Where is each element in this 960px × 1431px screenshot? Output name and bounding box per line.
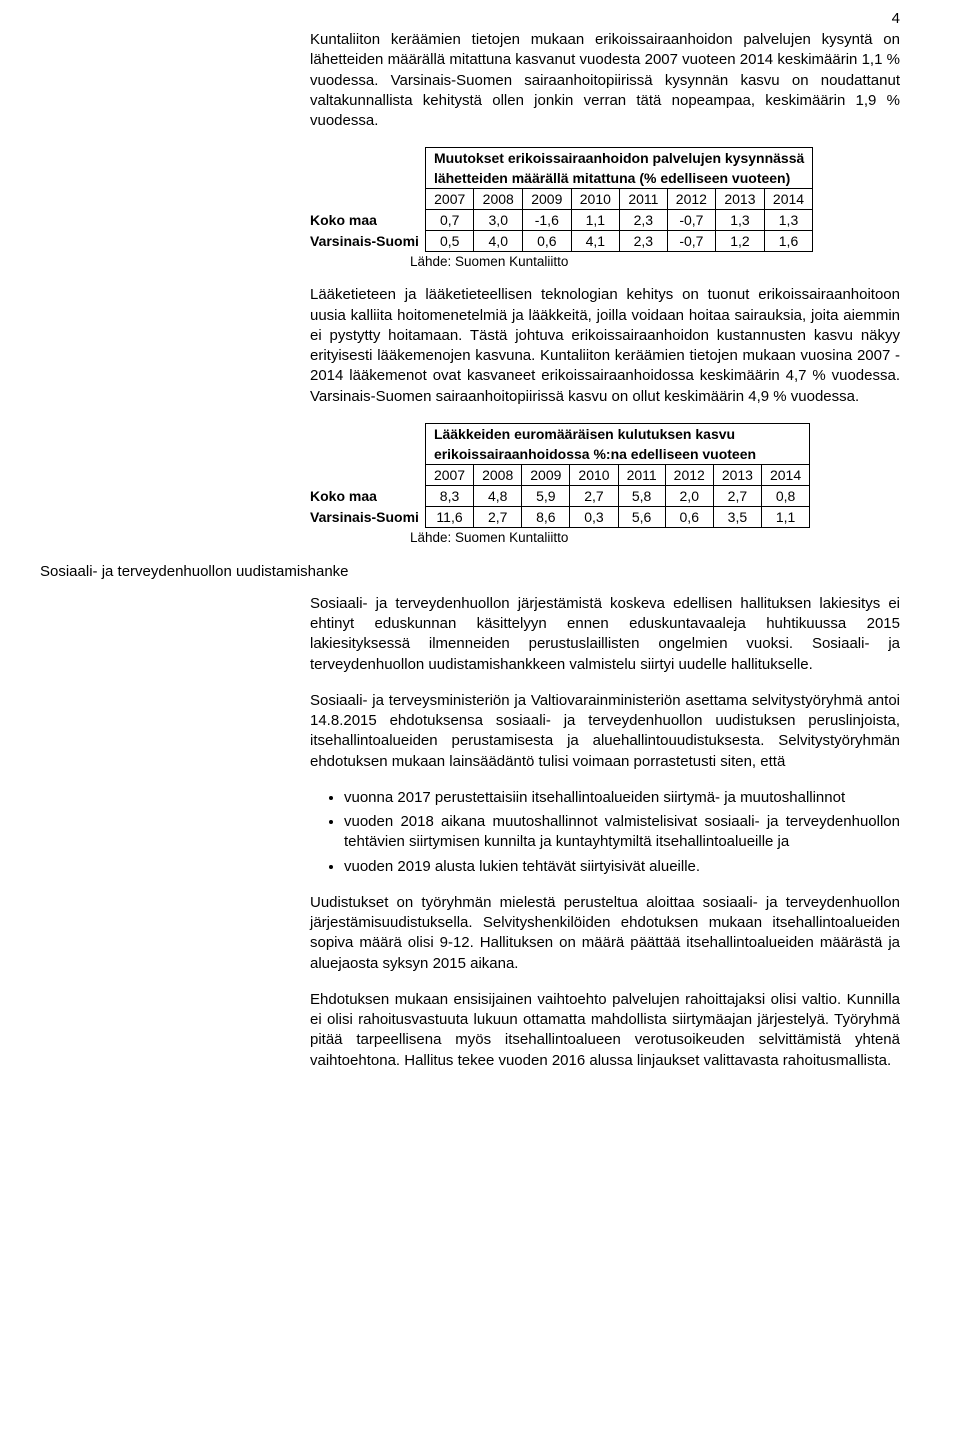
year-cell: 2008: [474, 189, 523, 210]
page-number: 4: [892, 10, 900, 27]
data-cell: 1,3: [764, 210, 813, 231]
table1-title: Muutokset erikoissairaanhoidon palveluje…: [425, 148, 812, 169]
data-cell: 2,7: [570, 485, 618, 506]
table2-source: Lähde: Suomen Kuntaliitto: [410, 530, 900, 545]
year-cell: 2007: [425, 464, 473, 485]
list-item: vuoden 2019 alusta lukien tehtävät siirt…: [344, 857, 900, 877]
table-row: Varsinais-Suomi 11,6 2,7 8,6 0,3 5,6 0,6…: [310, 506, 810, 527]
data-cell: 4,8: [474, 485, 522, 506]
paragraph-4: Sosiaali- ja terveysministeriön ja Valti…: [310, 691, 900, 772]
data-cell: 2,7: [474, 506, 522, 527]
year-cell: 2014: [761, 464, 809, 485]
data-cell: 5,6: [618, 506, 665, 527]
data-cell: 11,6: [425, 506, 473, 527]
data-cell: 1,1: [571, 210, 620, 231]
data-cell: -0,7: [667, 210, 716, 231]
data-cell: 0,7: [425, 210, 474, 231]
table-row: Varsinais-Suomi 0,5 4,0 0,6 4,1 2,3 -0,7…: [310, 231, 813, 252]
paragraph-5: Uudistukset on työryhmän mielestä perust…: [310, 893, 900, 974]
data-cell: 1,6: [764, 231, 813, 252]
data-cell: 0,5: [425, 231, 474, 252]
data-cell: 3,5: [713, 506, 761, 527]
data-cell: 4,1: [571, 231, 620, 252]
data-cell: 8,3: [425, 485, 473, 506]
data-cell: 1,3: [716, 210, 765, 231]
row-label: Varsinais-Suomi: [310, 506, 425, 527]
paragraph-3: Sosiaali- ja terveydenhuollon järjestämi…: [310, 594, 900, 675]
year-cell: 2012: [665, 464, 713, 485]
table-row: Koko maa 0,7 3,0 -1,6 1,1 2,3 -0,7 1,3 1…: [310, 210, 813, 231]
list-item: vuoden 2018 aikana muutoshallinnot valmi…: [344, 812, 900, 853]
year-cell: 2013: [716, 189, 765, 210]
year-cell: 2013: [713, 464, 761, 485]
content-column: Kuntaliiton keräämien tietojen mukaan er…: [310, 30, 900, 545]
year-cell: 2014: [764, 189, 813, 210]
table-row: Koko maa 8,3 4,8 5,9 2,7 5,8 2,0 2,7 0,8: [310, 485, 810, 506]
data-cell: 0,8: [761, 485, 809, 506]
data-cell: 5,8: [618, 485, 665, 506]
list-item: vuonna 2017 perustettaisiin itsehallinto…: [344, 788, 900, 808]
document-page: 4 Kuntaliiton keräämien tietojen mukaan …: [0, 0, 960, 1127]
data-cell: 3,0: [474, 210, 523, 231]
paragraph-6: Ehdotuksen mukaan ensisijainen vaihtoeht…: [310, 990, 900, 1071]
paragraph-1: Kuntaliiton keräämien tietojen mukaan er…: [310, 30, 900, 131]
data-cell: 0,6: [523, 231, 572, 252]
table2-year-row: 2007 2008 2009 2010 2011 2012 2013 2014: [310, 464, 810, 485]
data-cell: 2,3: [620, 231, 667, 252]
row-label: Varsinais-Suomi: [310, 231, 425, 252]
data-cell: 1,1: [761, 506, 809, 527]
table-kysynta: Muutokset erikoissairaanhoidon palveluje…: [310, 147, 813, 252]
year-cell: 2009: [522, 464, 570, 485]
data-cell: 4,0: [474, 231, 523, 252]
table1-source: Lähde: Suomen Kuntaliitto: [410, 254, 900, 269]
table-laakkeet: Lääkkeiden euromääräisen kulutuksen kasv…: [310, 423, 810, 528]
data-cell: 2,0: [665, 485, 713, 506]
table1-subtitle: lähetteiden määrällä mitattuna (% edelli…: [425, 168, 812, 189]
data-cell: 5,9: [522, 485, 570, 506]
data-cell: 0,3: [570, 506, 618, 527]
year-cell: 2012: [667, 189, 716, 210]
paragraph-2: Lääketieteen ja lääketieteellisen teknol…: [310, 285, 900, 407]
content-column-2: Sosiaali- ja terveydenhuollon järjestämi…: [310, 594, 900, 1071]
row-label: Koko maa: [310, 210, 425, 231]
data-cell: 8,6: [522, 506, 570, 527]
year-cell: 2009: [523, 189, 572, 210]
data-cell: 1,2: [716, 231, 765, 252]
row-label: Koko maa: [310, 485, 425, 506]
table2-subtitle: erikoissairaanhoidossa %:na edelliseen v…: [425, 444, 809, 465]
table1-year-row: 2007 2008 2009 2010 2011 2012 2013 2014: [310, 189, 813, 210]
data-cell: 0,6: [665, 506, 713, 527]
year-cell: 2007: [425, 189, 474, 210]
year-cell: 2011: [618, 464, 665, 485]
year-cell: 2011: [620, 189, 667, 210]
bullet-list: vuonna 2017 perustettaisiin itsehallinto…: [310, 788, 900, 877]
table2-title: Lääkkeiden euromääräisen kulutuksen kasv…: [425, 423, 809, 444]
data-cell: 2,3: [620, 210, 667, 231]
data-cell: -0,7: [667, 231, 716, 252]
year-cell: 2010: [571, 189, 620, 210]
data-cell: 2,7: [713, 485, 761, 506]
year-cell: 2008: [474, 464, 522, 485]
section-heading: Sosiaali- ja terveydenhuollon uudistamis…: [40, 563, 900, 580]
data-cell: -1,6: [523, 210, 572, 231]
year-cell: 2010: [570, 464, 618, 485]
